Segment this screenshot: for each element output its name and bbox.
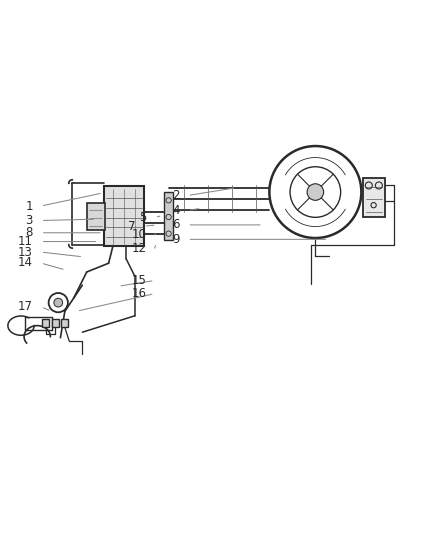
Text: 3: 3	[25, 214, 33, 227]
FancyBboxPatch shape	[104, 186, 144, 246]
Text: 15: 15	[132, 274, 147, 287]
Text: 4: 4	[172, 204, 180, 217]
Circle shape	[54, 298, 63, 307]
Text: 2: 2	[172, 189, 180, 202]
Bar	[52, 319, 59, 327]
Text: 17: 17	[18, 300, 33, 313]
Bar	[61, 319, 68, 327]
Bar	[164, 192, 173, 240]
Text: 7: 7	[128, 220, 136, 233]
Text: 6: 6	[172, 219, 180, 231]
Text: 11: 11	[18, 235, 33, 248]
Text: 5: 5	[139, 211, 147, 224]
Circle shape	[307, 184, 324, 200]
FancyBboxPatch shape	[87, 203, 105, 230]
Text: 8: 8	[25, 227, 33, 239]
Text: 16: 16	[132, 287, 147, 300]
Text: 10: 10	[132, 229, 147, 241]
Text: 12: 12	[132, 241, 147, 255]
Text: 9: 9	[172, 233, 180, 246]
FancyBboxPatch shape	[363, 178, 385, 217]
Bar	[42, 319, 49, 327]
Text: 13: 13	[18, 246, 33, 259]
Text: 14: 14	[18, 256, 33, 270]
Text: 1: 1	[25, 199, 33, 213]
